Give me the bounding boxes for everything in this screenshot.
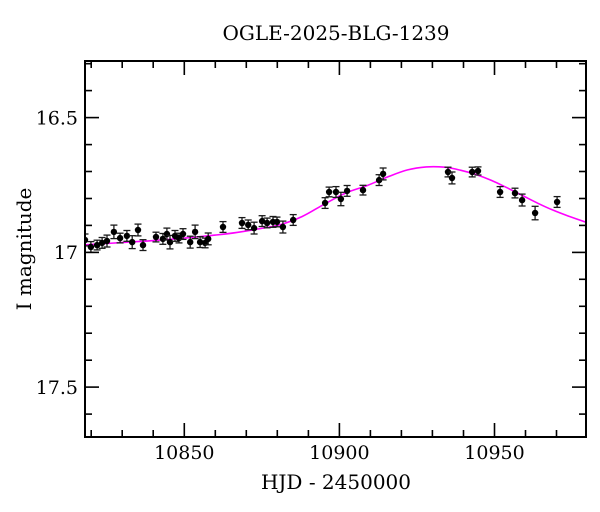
data-point-marker (103, 237, 111, 245)
data-point-marker (444, 168, 452, 176)
data-point (279, 220, 287, 234)
data-point (258, 215, 266, 228)
data-point (553, 195, 561, 209)
data-point (139, 239, 147, 252)
data-point (337, 191, 345, 207)
data-points-layer (86, 166, 561, 254)
data-point-marker (116, 234, 124, 242)
data-point (496, 185, 504, 199)
data-point (250, 221, 258, 235)
data-point (191, 224, 199, 240)
data-point-marker (531, 209, 539, 217)
data-point-marker (359, 186, 367, 194)
data-point (166, 234, 174, 250)
x-tick-label: 10900 (309, 442, 369, 464)
data-point-marker (337, 195, 345, 203)
data-point-marker (279, 223, 287, 231)
chart-title: OGLE-2025-BLG-1239 (222, 21, 449, 45)
x-axis-label: HJD - 2450000 (261, 470, 411, 494)
data-point (444, 166, 452, 178)
data-point (474, 166, 482, 176)
data-point-marker (238, 219, 246, 227)
x-tick-label: 10850 (154, 442, 214, 464)
data-point (116, 232, 124, 244)
data-point (379, 167, 387, 181)
data-point (263, 217, 271, 229)
data-point (128, 235, 136, 250)
data-point (273, 216, 281, 228)
y-tick-label: 17 (54, 242, 78, 264)
data-point (98, 236, 106, 249)
data-point-marker (187, 238, 194, 246)
data-point (325, 186, 333, 198)
data-point-marker (553, 198, 561, 206)
data-point (134, 223, 142, 237)
x-tick-label: 10950 (464, 442, 524, 464)
data-point-marker (98, 239, 106, 247)
data-point (123, 229, 131, 242)
data-point (321, 197, 329, 210)
data-point-marker (166, 238, 174, 246)
data-point-marker (245, 221, 252, 229)
data-point (204, 232, 212, 246)
data-point-marker (325, 188, 333, 196)
y-axis-label: I magnitude (12, 188, 36, 311)
data-point-marker (332, 188, 340, 196)
data-point-marker (134, 226, 142, 234)
data-point (179, 228, 187, 241)
y-tick-label: 16.5 (36, 107, 78, 129)
data-point-marker (110, 228, 118, 236)
data-point (93, 239, 101, 251)
data-point-marker (379, 170, 387, 178)
data-point-marker (496, 188, 504, 196)
data-point-marker (518, 196, 526, 204)
data-point (152, 231, 160, 243)
data-point (244, 219, 252, 231)
data-point-marker (191, 228, 199, 236)
data-point-marker (375, 176, 383, 184)
ticks-layer: 10850 10900 10950 16.5 17 17.5 (36, 61, 586, 464)
plot-border (84, 60, 587, 438)
data-point (518, 193, 526, 207)
data-point-marker (139, 241, 147, 249)
data-point-marker (196, 238, 204, 246)
data-point-marker (179, 230, 187, 238)
data-point-marker (258, 217, 266, 225)
data-point (110, 224, 118, 240)
data-point (343, 184, 351, 197)
data-point (448, 171, 456, 185)
data-point (531, 205, 539, 221)
data-point-marker (87, 243, 95, 251)
data-point (468, 166, 476, 178)
data-point-marker (469, 168, 476, 176)
data-point-marker (273, 218, 281, 226)
data-point-marker (263, 219, 271, 227)
data-point (359, 184, 367, 196)
data-point (511, 187, 519, 199)
data-point (103, 234, 111, 248)
data-point-marker (205, 235, 212, 243)
data-point-marker (511, 189, 519, 197)
data-point (332, 185, 340, 199)
data-point-marker (290, 216, 297, 224)
y-tick-label: 17.5 (36, 377, 78, 399)
data-point-marker (129, 238, 136, 246)
data-point-marker (448, 174, 456, 182)
data-point-marker (474, 167, 482, 175)
data-point-marker (152, 233, 160, 241)
data-point-marker (93, 241, 101, 249)
data-point (87, 240, 95, 254)
data-point-marker (123, 232, 131, 240)
data-point (219, 220, 227, 234)
data-point-marker (250, 224, 258, 232)
data-point (238, 216, 246, 230)
data-point (289, 213, 297, 227)
data-point-marker (219, 223, 227, 231)
data-point-marker (343, 187, 351, 195)
data-point-marker (163, 230, 171, 238)
data-point (186, 235, 194, 249)
data-point-marker (321, 199, 329, 207)
